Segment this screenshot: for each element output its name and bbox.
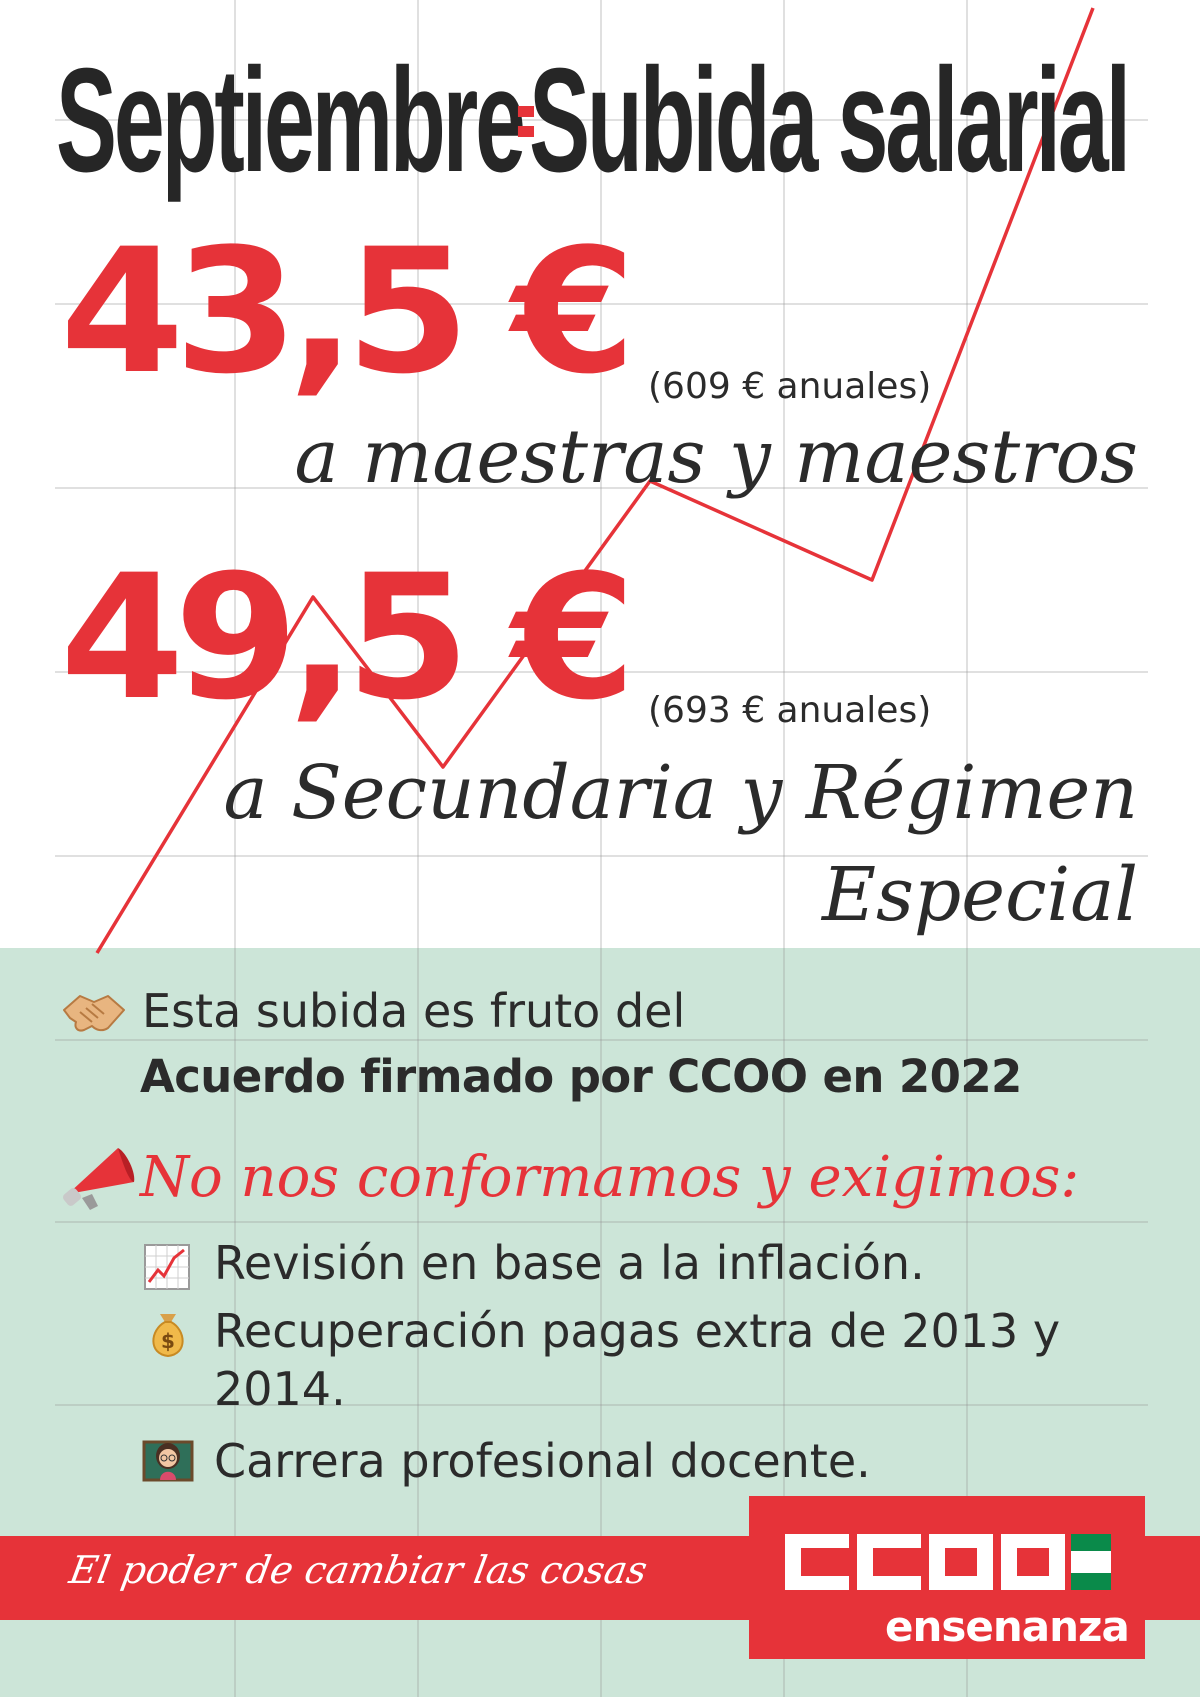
- primary-recipients: a maestras y maestros: [294, 414, 1138, 500]
- secondary-amount: 49,5 €: [60, 537, 636, 738]
- slogan: El poder de cambiar las cosas: [66, 1548, 651, 1592]
- megaphone-icon: [63, 1148, 135, 1210]
- demands-heading: No nos conformamos y exigimos:: [140, 1145, 1080, 1210]
- headline-month: Septiembre: [56, 38, 526, 203]
- equals-sign-icon: [517, 105, 535, 137]
- demand-item-3-line-1: Carrera profesional docente.: [214, 1434, 871, 1488]
- secondary-annual: (693 € anuales): [648, 690, 932, 731]
- agreement-statement: Acuerdo firmado por CCOO en 2022: [140, 1050, 1022, 1103]
- logo-name: ensenanza: [885, 1602, 1130, 1651]
- agreement-intro: Esta subida es fruto del: [142, 984, 686, 1038]
- demand-item-2-line-1: Recuperación pagas extra de 2013 y: [214, 1304, 1061, 1358]
- handshake-icon: [63, 995, 125, 1032]
- money-bag-icon: $: [152, 1314, 184, 1358]
- headline: Septiembre Subida salarial: [56, 38, 1138, 203]
- teacher-icon: [142, 1440, 194, 1482]
- primary-amount: 43,5 €: [60, 211, 636, 412]
- primary-annual: (609 € anuales): [648, 366, 932, 407]
- demand-item-2-line-2: 2014.: [214, 1362, 346, 1416]
- ccoo-logo: ensenanza: [749, 1496, 1145, 1659]
- headline-raise: Subida salarial: [529, 38, 1131, 203]
- ccoo-letters-logo: [785, 1534, 1111, 1590]
- rising-chart-icon: [144, 1244, 190, 1290]
- secondary-recipients-line1: a Secundaria y Régimen: [223, 750, 1138, 836]
- svg-text:$: $: [161, 1329, 175, 1353]
- demand-item-1-line-1: Revisión en base a la inflación.: [214, 1236, 925, 1290]
- secondary-recipients-line2: Especial: [821, 852, 1138, 938]
